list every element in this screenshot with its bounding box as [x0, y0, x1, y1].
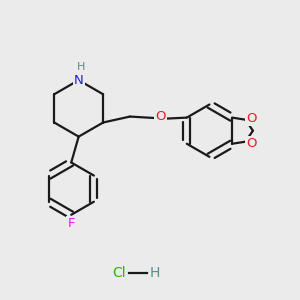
Text: O: O: [246, 112, 257, 125]
Text: Cl: Cl: [112, 266, 126, 280]
Text: N: N: [74, 74, 83, 87]
Text: F: F: [68, 217, 75, 230]
Text: H: H: [150, 266, 160, 280]
Text: O: O: [155, 110, 166, 123]
Text: H: H: [77, 62, 85, 72]
Text: O: O: [246, 137, 257, 150]
